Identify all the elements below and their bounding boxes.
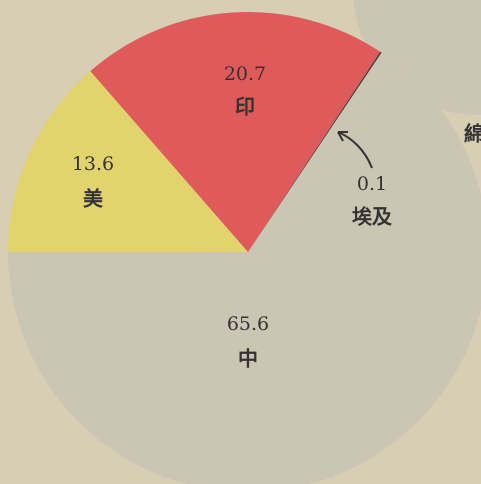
category-label: 美 [83,187,104,211]
annotation: 綿 [464,122,481,146]
pie-slice [7,71,248,253]
neighbor-pie [353,0,481,115]
value-label: 13.6 [72,153,114,175]
value-label: 65.6 [227,313,269,335]
pie-slice [248,51,382,253]
pie-slice [8,52,481,484]
pointer-arrow [337,131,373,169]
category-label: 中 [238,347,258,371]
category-label: 埃及 [352,205,393,229]
value-label: 0.1 [357,173,387,195]
pie-slice [90,12,381,253]
pointer-arrow-head [337,131,348,142]
value-label: 20.7 [224,63,266,85]
category-label: 印 [235,95,255,119]
